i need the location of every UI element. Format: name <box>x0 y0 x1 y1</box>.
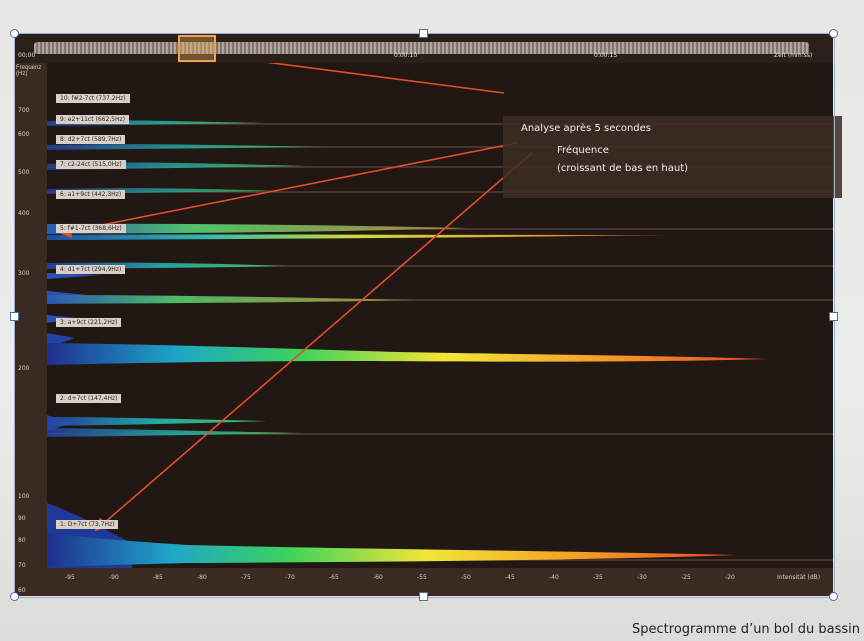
band-label-10: 10: f#2-7ct (737.2Hz) <box>56 94 130 103</box>
freq-label-90: 90 <box>18 515 26 522</box>
freq-label-60: 60 <box>18 587 26 594</box>
selection-handle-right[interactable] <box>829 312 838 321</box>
annotation-analysis: Analyse après 5 secondes <box>521 123 652 134</box>
band-label-6: 6: a1+9ct (442,3Hz) <box>56 190 126 199</box>
frequency-axis: Frequenz (Hz) 700 600 500 400 300 200 10… <box>14 63 47 594</box>
level-label-75: -75 <box>241 574 251 581</box>
freq-label-400: 400 <box>18 210 30 217</box>
time-mark-1: 0:00:10 <box>394 52 418 59</box>
time-mark-2: 0:00:15 <box>594 52 618 59</box>
band-label-9: 9: e2+11ct (662,5Hz) <box>56 115 129 124</box>
freq-label-80: 80 <box>18 537 26 544</box>
level-label-35: -35 <box>593 574 603 581</box>
selection-handle-left[interactable] <box>10 312 19 321</box>
freq-label-500: 500 <box>18 169 30 176</box>
level-label-90: -90 <box>109 574 119 581</box>
freq-label-70: 70 <box>18 562 26 569</box>
waveform <box>34 42 809 54</box>
selection-handle-bottom-left[interactable] <box>10 592 19 601</box>
level-label-80: -80 <box>197 574 207 581</box>
frequency-axis-title: Frequenz (Hz) <box>16 65 42 77</box>
freq-label-700: 700 <box>18 107 30 114</box>
freq-label-300: 300 <box>18 270 30 277</box>
freq-label-600: 600 <box>18 131 30 138</box>
level-label-45: -45 <box>505 574 515 581</box>
selection-handle-top-left[interactable] <box>10 29 19 38</box>
annotation-frequency-sub: (croissant de bas en haut) <box>557 163 689 174</box>
band-label-3: 3: a+9ct (221,2Hz) <box>56 318 122 327</box>
level-label-50: -50 <box>461 574 471 581</box>
level-label-25: -25 <box>681 574 691 581</box>
band-label-2: 2: d+7ct (147,4Hz) <box>56 394 122 403</box>
level-label-60: -60 <box>373 574 383 581</box>
freq-label-200: 200 <box>18 365 30 372</box>
selection-handle-bottom[interactable] <box>419 592 428 601</box>
level-label-30: -30 <box>637 574 647 581</box>
level-label-40: -40 <box>549 574 559 581</box>
band-label-4: 4: d1+7ct (294,9Hz) <box>56 265 126 274</box>
level-label-95: -95 <box>65 574 75 581</box>
freq-label-100: 100 <box>18 493 30 500</box>
level-label-20: -20 <box>725 574 735 581</box>
selection-handle-top[interactable] <box>419 29 428 38</box>
selection-frame <box>14 33 835 598</box>
selection-handle-bottom-right[interactable] <box>829 592 838 601</box>
time-axis-title: Zeit (mm:ss) <box>774 52 813 59</box>
annotation-arrows <box>59 63 533 532</box>
band-label-7: 7: c2-24ct (515,0Hz) <box>56 160 126 169</box>
annotation-box: Analyse après 5 secondes Fréquence (croi… <box>503 116 842 198</box>
annotation-frequency: Fréquence <box>557 145 609 156</box>
harmonic-traces <box>47 120 767 567</box>
caption: Spectrogramme d’un bol du bassin <box>632 622 860 637</box>
band-label-1: 1: D+7ct (73,7Hz) <box>56 520 119 529</box>
time-start: 00:00 <box>18 52 36 59</box>
analysis-window-highlight <box>178 35 216 62</box>
band-label-5: 5: f#1-7ct (368,6Hz) <box>56 224 126 233</box>
selection-handle-top-right[interactable] <box>829 29 838 38</box>
level-label-55: -55 <box>417 574 427 581</box>
level-axis-title: Intensität (dB) <box>777 574 821 581</box>
level-label-85: -85 <box>153 574 163 581</box>
level-label-70: -70 <box>285 574 295 581</box>
spectrogram-screenshot: 00:00 0:00:10 0:00:15 Zeit (mm:ss) Frequ… <box>14 33 842 596</box>
band-label-8: 8: d2+7ct (589,7Hz) <box>56 135 126 144</box>
level-label-65: -65 <box>329 574 339 581</box>
level-axis: -95 -90 -85 -80 -75 -70 -65 -60 -55 -50 … <box>47 568 833 596</box>
waveform-overview: 00:00 0:00:10 0:00:15 Zeit (mm:ss) <box>14 33 833 63</box>
